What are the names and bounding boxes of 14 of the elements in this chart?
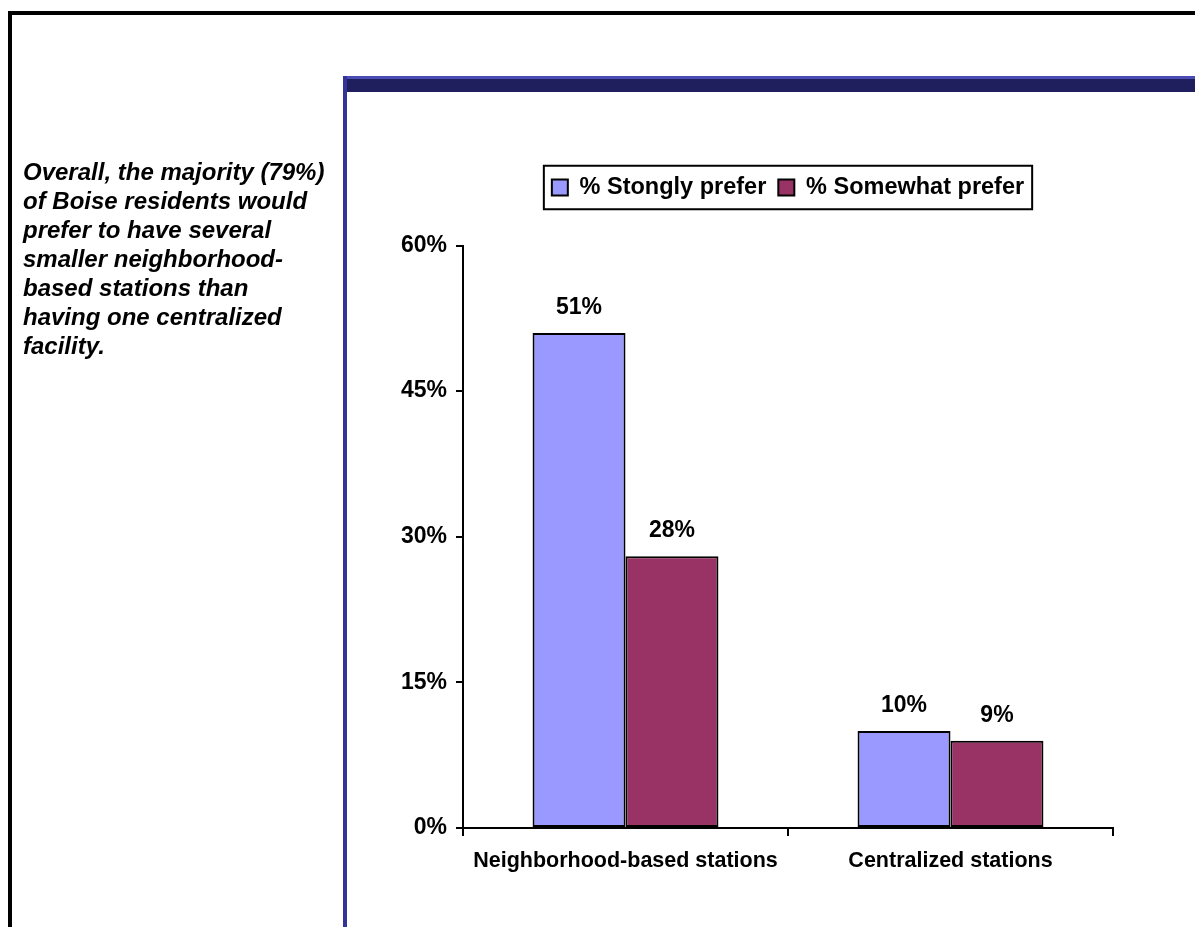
- y-tick-label: 45%: [400, 376, 447, 403]
- text: Overall, the majority (79%) of Boise residents would prefer to have several smaller neighborhood-based stations than having one centralized facility.: [23, 157, 326, 360]
- y-tick-label: 60%: [400, 230, 447, 257]
- legend-label: % Somewhat prefer: [806, 172, 1025, 199]
- legend-label: % Stongly prefer: [579, 172, 767, 199]
- x-tick-label: Neighborhood-based stations: [473, 847, 778, 872]
- y-tick-label: 0%: [413, 813, 447, 840]
- y-tick-label: 30%: [400, 522, 447, 549]
- data-label: 10%: [881, 690, 928, 717]
- data-label: 9%: [980, 700, 1014, 727]
- data-label: 51%: [556, 292, 603, 319]
- y-tick-label: 15%: [400, 667, 447, 694]
- x-tick-label: Centralized stations: [848, 847, 1053, 872]
- data-label: 28%: [648, 516, 695, 543]
